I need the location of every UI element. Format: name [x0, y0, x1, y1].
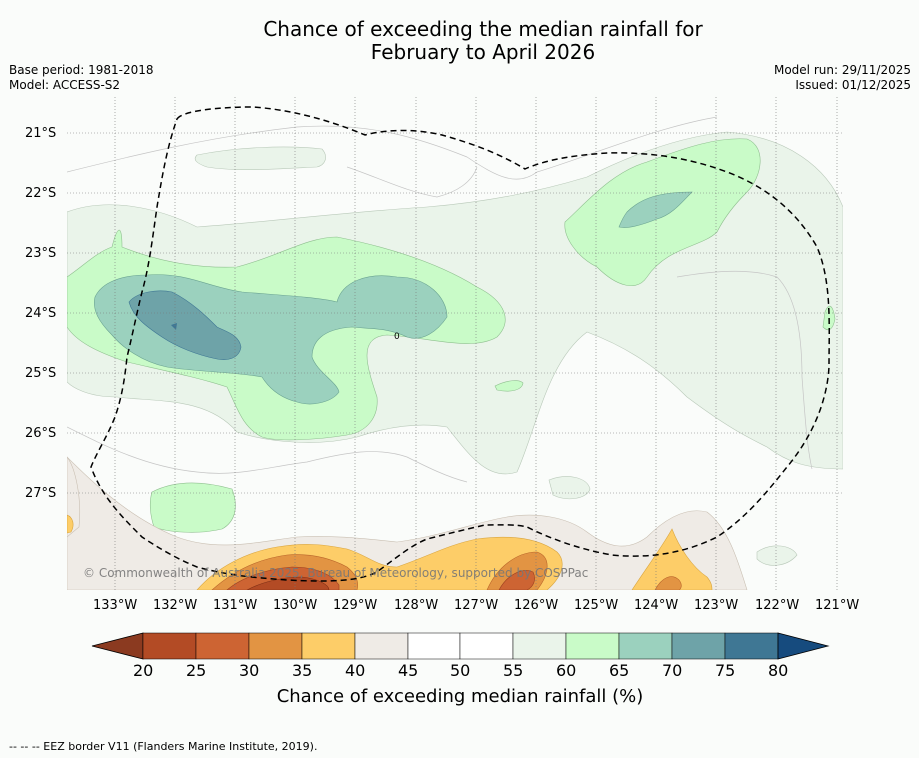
contour-line-1	[67, 116, 718, 180]
colorbar-seg-75-80	[724, 632, 779, 660]
band-30-35-east	[654, 576, 682, 590]
lat-label-26s: 26°S	[25, 426, 57, 441]
contour-label: 0	[394, 332, 400, 342]
lon-label-127w: 127°W	[454, 598, 499, 613]
colorbar-tick-25: 25	[186, 661, 207, 680]
band-60-65-south	[149, 482, 236, 533]
lon-label-121w: 121°W	[815, 598, 860, 613]
lon-label-122w: 122°W	[755, 598, 800, 613]
colorbar-tick-75: 75	[715, 661, 736, 680]
band-55-60-north	[194, 146, 326, 171]
issued-date: Issued: 01/12/2025	[795, 78, 911, 92]
colorbar-seg-70-75	[671, 632, 726, 660]
copyright-text: © Commonwealth of Australia 2025, Bureau…	[83, 566, 588, 580]
colorbar-seg-30-35	[248, 632, 303, 660]
band-20-25-south	[246, 576, 330, 590]
colorbar-tick-35: 35	[292, 661, 313, 680]
colorbar-seg-45-50	[407, 632, 461, 660]
colorbar-tick-20: 20	[133, 661, 154, 680]
colorbar-seg-40-45	[354, 632, 409, 660]
lon-label-133w: 133°W	[93, 598, 138, 613]
colorbar-title: Chance of exceeding median rainfall (%)	[276, 686, 644, 707]
colorbar-seg-20-25	[142, 632, 197, 660]
lon-label-123w: 123°W	[694, 598, 739, 613]
colorbar-tick-60: 60	[556, 661, 577, 680]
band-55-60-se	[756, 545, 798, 566]
colorbar-tick-50: 50	[450, 661, 471, 680]
band-75-80	[171, 323, 177, 330]
colorbar	[91, 632, 830, 660]
band-65-70-east	[618, 191, 693, 228]
colorbar-seg-25-30	[195, 632, 250, 660]
contour-line-2	[346, 166, 478, 198]
colorbar-tick-65: 65	[609, 661, 630, 680]
colorbar-seg-65-70	[618, 632, 673, 660]
colorbar-seg-60-65	[565, 632, 620, 660]
colorbar-seg-50-55	[459, 632, 514, 660]
map-panel: 0 © Commonwealth of Australia 2025, Bure…	[67, 97, 843, 590]
colorbar-high-arrow	[777, 632, 830, 660]
band-45-50-south	[67, 456, 748, 590]
lat-label-27s: 27°S	[25, 486, 57, 501]
band-60-65-right	[822, 305, 836, 331]
lat-label-24s: 24°S	[25, 306, 57, 321]
meta-left: Base period: 1981-2018 Model: ACCESS-S2	[9, 63, 154, 93]
lon-label-126w: 126°W	[514, 598, 559, 613]
colorbar-low-arrow	[91, 632, 144, 660]
rainfall-map: 0 © Commonwealth of Australia 2025, Bure…	[67, 97, 843, 590]
model-name: Model: ACCESS-S2	[9, 78, 121, 92]
base-period: Base period: 1981-2018	[9, 63, 154, 77]
contour-line-3	[67, 426, 468, 483]
colorbar-tick-40: 40	[345, 661, 366, 680]
lat-label-23s: 23°S	[25, 246, 57, 261]
colorbar-tick-55: 55	[503, 661, 524, 680]
band-35-40-left	[67, 514, 74, 534]
lat-label-25s: 25°S	[25, 366, 57, 381]
band-70-75	[128, 290, 242, 360]
eez-border	[90, 106, 830, 582]
band-60-65-small	[494, 380, 524, 392]
title-line-1: Chance of exceeding the median rainfall …	[263, 17, 703, 41]
eez-legend-note: -- -- -- EEZ border V11 (Flanders Marine…	[9, 740, 318, 753]
contour-line-4	[676, 270, 813, 470]
lat-label-21s: 21°S	[25, 126, 57, 141]
colorbar-tick-70: 70	[662, 661, 683, 680]
lat-label-22s: 22°S	[25, 186, 57, 201]
band-35-40-east	[631, 528, 713, 590]
lon-label-131w: 131°W	[213, 598, 258, 613]
gridlines	[67, 97, 843, 590]
colorbar-tick-45: 45	[398, 661, 419, 680]
lon-label-124w: 124°W	[634, 598, 679, 613]
model-run: Model run: 29/11/2025	[773, 63, 911, 77]
lon-label-128w: 128°W	[394, 598, 439, 613]
colorbar-tick-80: 80	[768, 661, 789, 680]
lon-label-125w: 125°W	[574, 598, 619, 613]
lon-label-130w: 130°W	[273, 598, 318, 613]
colorbar-seg-35-40	[301, 632, 356, 660]
chart-title: Chance of exceeding the median rainfall …	[0, 18, 919, 64]
title-line-2: February to April 2026	[370, 40, 596, 64]
lon-label-129w: 129°W	[333, 598, 378, 613]
colorbar-seg-55-60	[512, 632, 567, 660]
colorbar-tick-30: 30	[239, 661, 260, 680]
band-25-30-mid	[498, 570, 535, 590]
lon-label-132w: 132°W	[153, 598, 198, 613]
meta-right: Model run: 29/11/2025 Issued: 01/12/2025	[774, 63, 911, 93]
